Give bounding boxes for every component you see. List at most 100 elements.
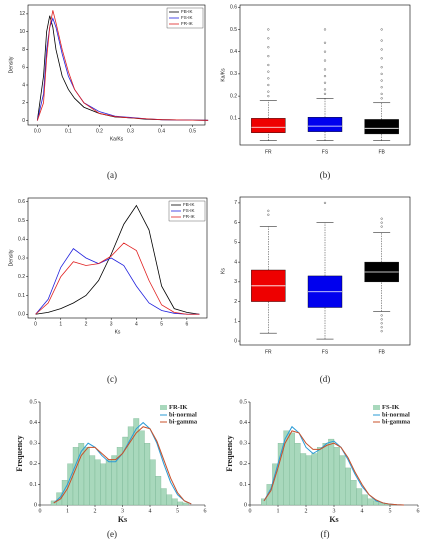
y-tick-label: 4 <box>234 259 237 265</box>
legend-label: FB-IK <box>183 202 195 207</box>
x-tick-label: FS <box>322 349 329 355</box>
histogram-bar <box>105 459 112 506</box>
x-tick-label: FR <box>265 149 272 155</box>
density-line <box>263 430 405 506</box>
histogram-bar <box>94 459 101 506</box>
y-tick-label: 0.5 <box>18 218 25 224</box>
x-tick-label: 0 <box>34 321 37 327</box>
x-tick-label: 0 <box>39 508 42 514</box>
y-tick-label: 0.5 <box>240 399 248 405</box>
histogram-bar <box>166 494 173 506</box>
legend-label: bi-normal <box>382 411 410 418</box>
x-tick-label: 6 <box>417 508 420 514</box>
panel-label: (e) <box>107 529 117 539</box>
outlier <box>380 66 383 69</box>
outlier <box>380 225 383 228</box>
outlier <box>267 90 270 93</box>
outlier <box>380 39 383 42</box>
plot-frame <box>239 196 411 346</box>
density-line <box>35 242 200 315</box>
histogram-bar <box>89 455 96 506</box>
x-tick-label: 0.4 <box>158 128 165 134</box>
y-tick-label: 0.4 <box>240 420 248 426</box>
outlier <box>380 314 383 317</box>
outlier <box>267 209 270 212</box>
outlier <box>323 59 327 62</box>
y-tick-label: 6 <box>234 220 237 226</box>
y-tick-label: 0.2 <box>230 93 237 99</box>
histogram-bar <box>317 447 323 506</box>
y-tick-label: 10 <box>19 29 25 35</box>
histogram-bar <box>322 443 329 506</box>
y-tick-label: 0.2 <box>240 461 248 467</box>
y-tick-label: 0.0 <box>18 312 25 318</box>
histogram-bar <box>100 463 107 506</box>
histogram-bar <box>367 498 374 506</box>
histogram-bar <box>67 463 74 506</box>
histogram-bar <box>333 447 340 506</box>
histogram-bar <box>160 488 167 506</box>
outlier <box>267 28 270 31</box>
histogram-bar <box>356 488 363 506</box>
histogram-bar <box>289 432 295 506</box>
outlier <box>267 77 270 80</box>
panel-label: (c) <box>107 374 117 384</box>
y-tick-label: 4 <box>22 82 25 88</box>
x-tick-label: 5 <box>389 508 392 514</box>
legend-label: bi-gamma <box>382 418 411 425</box>
outlier <box>380 326 383 329</box>
density-line <box>36 17 209 121</box>
x-tick-label: FB <box>378 149 385 155</box>
histogram-bar <box>350 480 357 506</box>
y-tick-label: 0.1 <box>240 482 248 488</box>
legend-label: bi-normal <box>169 411 197 418</box>
x-tick-label: 1 <box>59 321 62 327</box>
y-axis-label: Ka/Ks <box>220 68 226 82</box>
panel-label: (b) <box>320 170 331 180</box>
x-tick-label: 2 <box>94 508 97 514</box>
outlier <box>267 70 270 73</box>
box <box>364 119 399 135</box>
legend-swatch <box>373 405 380 410</box>
outlier <box>267 213 270 216</box>
outlier <box>380 57 383 60</box>
y-tick-label: 2 <box>22 100 25 106</box>
x-tick-label: 3 <box>121 508 124 514</box>
outlier <box>323 68 327 71</box>
legend-box <box>166 7 204 29</box>
histogram-bar <box>72 447 79 506</box>
histogram-bar <box>328 438 335 506</box>
y-tick-label: 5 <box>234 240 237 246</box>
outlier <box>323 201 327 204</box>
y-tick-label: 0.4 <box>18 237 25 243</box>
outlier <box>380 79 383 82</box>
x-tick-label: 6 <box>204 508 207 514</box>
outlier <box>323 28 327 31</box>
histogram-bar <box>111 455 118 506</box>
outlier <box>380 48 383 51</box>
outlier <box>323 41 327 44</box>
y-tick-label: 0.3 <box>230 71 237 77</box>
histogram-bar <box>294 443 301 506</box>
x-axis-label: Ks <box>115 329 121 335</box>
histogram-bar <box>155 476 162 506</box>
outlier <box>267 55 270 58</box>
y-axis-label: Density <box>8 56 14 73</box>
outlier <box>380 92 383 95</box>
outlier <box>380 72 383 75</box>
x-tick-label: 0.3 <box>127 128 134 134</box>
histogram-bar <box>311 453 318 506</box>
histogram-bar <box>261 498 267 506</box>
outlier <box>380 86 383 89</box>
histogram-bar <box>144 443 151 506</box>
panel-label: (a) <box>107 170 117 180</box>
y-tick-label: 7 <box>234 200 237 206</box>
x-tick-label: 4 <box>361 508 364 514</box>
x-tick-label: 2 <box>85 321 88 327</box>
x-tick-label: 5 <box>176 508 179 514</box>
x-tick-label: 0.1 <box>65 128 72 134</box>
outlier <box>323 92 327 95</box>
y-tick-label: 0.2 <box>30 461 38 467</box>
legend-label: FR-IK <box>183 214 195 219</box>
x-tick-label: 3 <box>110 321 113 327</box>
